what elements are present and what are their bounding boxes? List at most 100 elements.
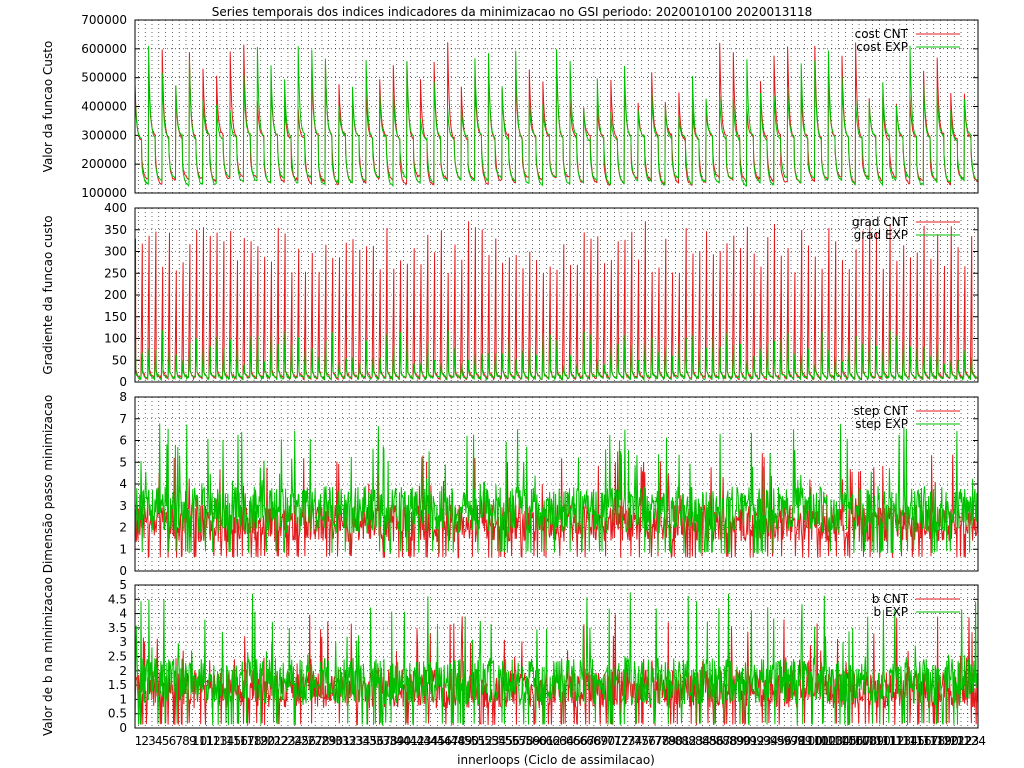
y-tick-label: 8 — [119, 390, 127, 404]
x-tick-label: 19 — [253, 734, 268, 748]
x-tick-label: 13 — [212, 734, 227, 748]
y-tick-label: 250 — [104, 266, 127, 280]
y-tick-label: 2 — [119, 664, 127, 678]
x-tick-label: 39 — [389, 734, 404, 748]
x-tick-label: 116 — [909, 734, 932, 748]
x-tick-label: 52 — [477, 734, 492, 748]
x-tick-label: 95 — [770, 734, 785, 748]
x-tick-label: 85 — [702, 734, 717, 748]
x-tick-label: 1 — [135, 734, 143, 748]
x-tick-label: 83 — [688, 734, 703, 748]
x-tick-label: 42 — [409, 734, 424, 748]
x-tick-label: 36 — [369, 734, 384, 748]
x-axis-label: innerloops (Ciclo de assimilacao) — [457, 753, 655, 767]
x-tick-label: 96 — [777, 734, 792, 748]
y-tick-label: 150 — [104, 310, 127, 324]
x-tick-label: 2 — [141, 734, 149, 748]
y-tick-label: 200 — [104, 288, 127, 302]
x-tick-label: 17 — [240, 734, 255, 748]
x-tick-label: 77 — [647, 734, 662, 748]
panel-frame — [134, 396, 979, 572]
x-tick-label: 111 — [875, 734, 898, 748]
x-tick-label: 100 — [800, 734, 823, 748]
x-tick-label: 25 — [294, 734, 309, 748]
x-tick-label: 58 — [518, 734, 533, 748]
x-tick-label: 28 — [314, 734, 329, 748]
x-tick-label: 102 — [814, 734, 837, 748]
x-tick-label: 53 — [484, 734, 499, 748]
y-tick-label: 0 — [119, 564, 127, 578]
y-tick-label: 7 — [119, 412, 127, 426]
y-tick-label: 100 — [104, 332, 127, 346]
legend-label: cost CNT — [855, 27, 909, 41]
chart-title: Series temporais dos indices indicadores… — [212, 5, 813, 19]
x-tick-label: 6 — [169, 734, 177, 748]
y-tick-label: 700000 — [81, 13, 127, 27]
x-tick-label: 113 — [888, 734, 911, 748]
x-tick-label: 66 — [573, 734, 588, 748]
x-tick-label: 82 — [681, 734, 696, 748]
x-tick-label: 97 — [783, 734, 798, 748]
x-tick-label: 50 — [464, 734, 479, 748]
x-tick-label: 27 — [308, 734, 323, 748]
y-tick-label: 0.5 — [108, 707, 127, 721]
x-tick-label: 107 — [848, 734, 871, 748]
x-tick-label: 29 — [321, 734, 336, 748]
legend-label: grad CNT — [852, 215, 909, 229]
series-line-cost-exp — [134, 45, 979, 187]
x-tick-label: 89 — [729, 734, 744, 748]
y-tick-label: 350 — [104, 223, 127, 237]
x-tick-label: 98 — [790, 734, 805, 748]
legend-label: step CNT — [854, 404, 909, 418]
x-tick-label: 119 — [929, 734, 952, 748]
y-tick-label: 1 — [119, 542, 127, 556]
x-tick-label: 62 — [545, 734, 560, 748]
x-tick-label: 79 — [661, 734, 676, 748]
x-tick-label: 54 — [491, 734, 506, 748]
x-tick-label: 124 — [963, 734, 986, 748]
x-tick-label: 69 — [593, 734, 608, 748]
y-tick-label: 2.5 — [108, 650, 127, 664]
x-tick-label: 121 — [943, 734, 966, 748]
x-tick-label: 68 — [586, 734, 601, 748]
x-tick-label: 21 — [267, 734, 282, 748]
x-tick-label: 38 — [382, 734, 397, 748]
x-tick-label: 56 — [505, 734, 520, 748]
x-tick-label: 99 — [797, 734, 812, 748]
x-tick-label: 117 — [916, 734, 939, 748]
y-tick-label: 1.5 — [108, 678, 127, 692]
x-tick-label: 30 — [328, 734, 343, 748]
x-tick-label: 94 — [763, 734, 778, 748]
y-tick-label: 5 — [119, 578, 127, 592]
x-tick-label: 109 — [861, 734, 884, 748]
y-axis-label: Valor da funcao Custo — [41, 41, 55, 173]
x-tick-label: 43 — [416, 734, 431, 748]
x-tick-label: 63 — [552, 734, 567, 748]
x-tick-label: 118 — [922, 734, 945, 748]
x-tick-label: 14 — [219, 734, 234, 748]
y-tick-label: 500000 — [81, 71, 127, 85]
x-tick-label: 40 — [396, 734, 411, 748]
y-axis-label: Dimensão passo minimizacao — [41, 395, 55, 574]
x-tick-label: 106 — [841, 734, 864, 748]
x-tick-label: 44 — [423, 734, 438, 748]
legend-label: cost EXP — [856, 40, 908, 54]
x-tick-label: 122 — [950, 734, 973, 748]
y-tick-label: 0 — [119, 375, 127, 389]
legend-label: b CNT — [872, 592, 909, 606]
y-axis-label: Gradiente da funcao custo — [41, 215, 55, 374]
y-tick-label: 300000 — [81, 128, 127, 142]
y-tick-label: 4 — [119, 477, 127, 491]
x-tick-label: 31 — [335, 734, 350, 748]
x-tick-label: 71 — [607, 734, 622, 748]
x-tick-label: 10 — [192, 734, 207, 748]
legend-label: step EXP — [855, 417, 908, 431]
x-tick-label: 4 — [155, 734, 163, 748]
x-tick-label: 92 — [749, 734, 764, 748]
x-tick-label: 110 — [868, 734, 891, 748]
x-tick-label: 35 — [362, 734, 377, 748]
x-tick-label: 81 — [675, 734, 690, 748]
x-tick-label: 3 — [148, 734, 156, 748]
x-tick-label: 76 — [641, 734, 656, 748]
x-tick-label: 15 — [226, 734, 241, 748]
